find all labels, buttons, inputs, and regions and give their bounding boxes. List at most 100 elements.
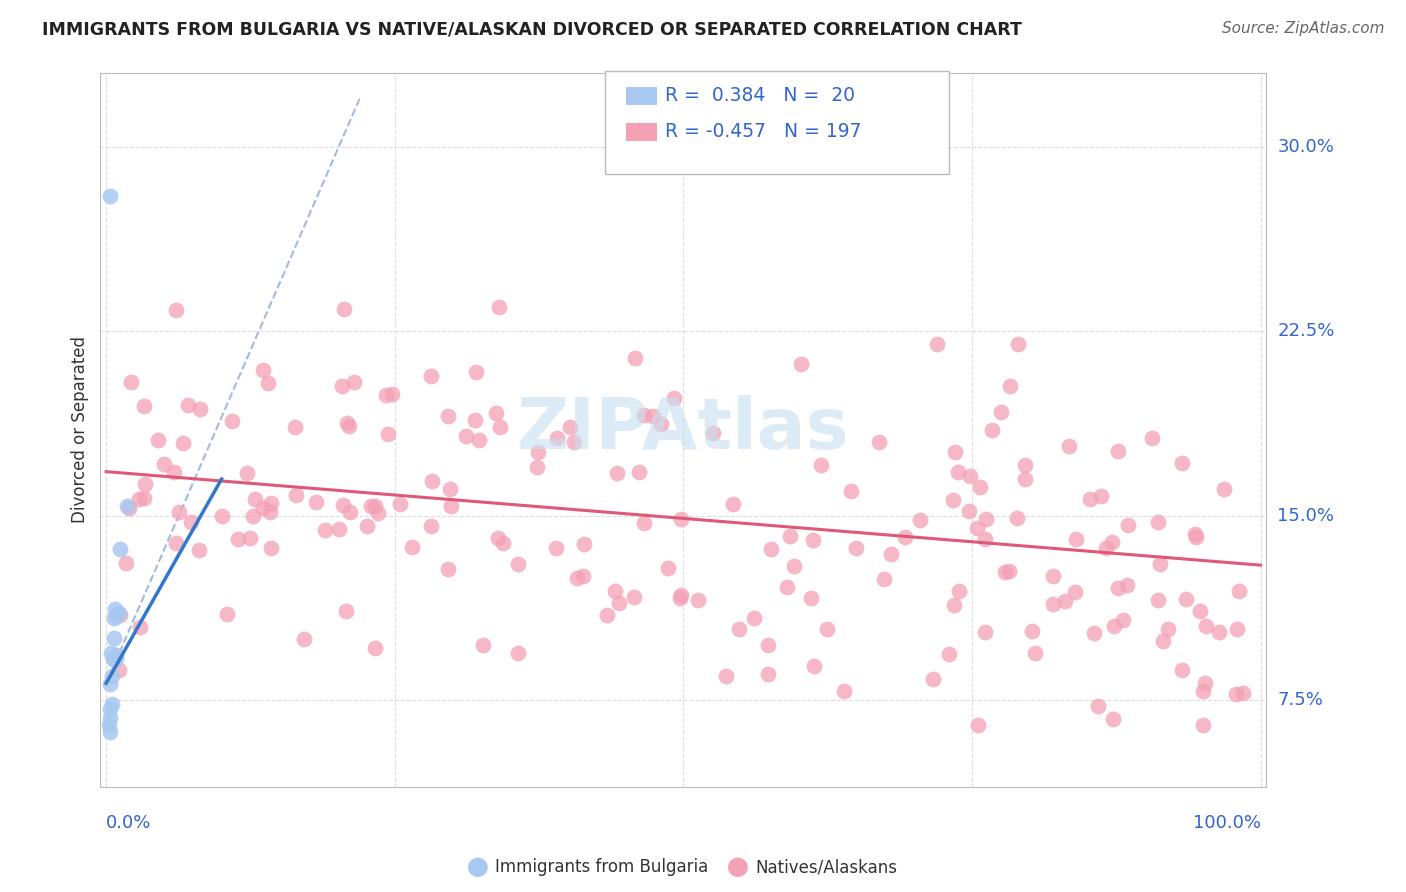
Point	[948, 466, 970, 480]
Point	[728, 622, 751, 636]
Point	[335, 604, 357, 618]
Point	[938, 647, 960, 661]
Point	[790, 357, 813, 371]
Text: ⬤: ⬤	[467, 857, 489, 877]
Point	[990, 405, 1012, 419]
Point	[236, 466, 259, 480]
Point	[607, 597, 630, 611]
Point	[226, 532, 249, 546]
Point	[1090, 489, 1112, 503]
Point	[489, 420, 512, 434]
Point	[562, 434, 585, 449]
Point	[993, 565, 1015, 579]
Point	[1042, 569, 1064, 583]
Point	[973, 532, 995, 546]
Point	[103, 631, 125, 645]
Point	[596, 608, 619, 623]
Point	[98, 701, 121, 715]
Point	[1057, 439, 1080, 453]
Point	[1116, 518, 1139, 533]
Point	[544, 541, 567, 555]
Point	[146, 434, 169, 448]
Point	[547, 431, 569, 445]
Point	[1147, 593, 1170, 607]
Point	[221, 414, 243, 428]
Point	[339, 505, 361, 519]
Point	[328, 522, 350, 536]
Point	[468, 433, 491, 447]
Point	[314, 523, 336, 537]
Point	[1042, 597, 1064, 611]
Point	[472, 638, 495, 652]
Point	[1102, 619, 1125, 633]
Point	[1107, 443, 1129, 458]
Point	[506, 646, 529, 660]
Point	[465, 365, 488, 379]
Point	[374, 388, 396, 402]
Point	[1102, 712, 1125, 726]
Point	[1101, 534, 1123, 549]
Point	[98, 718, 121, 732]
Point	[969, 480, 991, 494]
Point	[1107, 581, 1129, 595]
Point	[1149, 557, 1171, 571]
Point	[779, 529, 801, 543]
Point	[880, 548, 903, 562]
Point	[1195, 619, 1218, 633]
Point	[364, 641, 387, 656]
Point	[259, 505, 281, 519]
Point	[1192, 684, 1215, 698]
Point	[1191, 718, 1213, 732]
Point	[437, 409, 460, 423]
Point	[527, 445, 550, 459]
Point	[776, 580, 799, 594]
Point	[285, 488, 308, 502]
Point	[342, 375, 364, 389]
Point	[436, 562, 458, 576]
Point	[943, 598, 966, 612]
Point	[356, 519, 378, 533]
Point	[128, 619, 150, 633]
Point	[526, 459, 548, 474]
Point	[967, 718, 990, 732]
Point	[841, 484, 863, 499]
Point	[1078, 492, 1101, 507]
Point	[1087, 698, 1109, 713]
Text: Source: ZipAtlas.com: Source: ZipAtlas.com	[1222, 21, 1385, 36]
Point	[153, 457, 176, 471]
Point	[104, 608, 127, 623]
Point	[1094, 541, 1116, 555]
Point	[360, 500, 382, 514]
Point	[1014, 471, 1036, 485]
Point	[756, 666, 779, 681]
Point	[1063, 585, 1085, 599]
Point	[163, 465, 186, 479]
Point	[420, 474, 443, 488]
Point	[180, 515, 202, 529]
Point	[997, 564, 1019, 578]
Point	[623, 590, 645, 604]
Text: ZIPAtlas: ZIPAtlas	[517, 395, 849, 465]
Point	[1115, 577, 1137, 591]
Point	[118, 500, 141, 515]
Point	[641, 409, 664, 424]
Point	[506, 557, 529, 571]
Point	[333, 302, 356, 317]
Point	[783, 558, 806, 573]
Point	[98, 189, 121, 203]
Point	[401, 540, 423, 554]
Point	[332, 498, 354, 512]
Point	[420, 518, 443, 533]
Point	[1014, 458, 1036, 473]
Point	[657, 560, 679, 574]
Point	[565, 571, 588, 585]
Point	[132, 399, 155, 413]
Point	[845, 541, 868, 555]
Point	[1208, 624, 1230, 639]
Point	[868, 435, 890, 450]
Point	[702, 425, 724, 440]
Point	[716, 669, 738, 683]
Point	[305, 494, 328, 508]
Point	[188, 401, 211, 416]
Point	[957, 503, 980, 517]
